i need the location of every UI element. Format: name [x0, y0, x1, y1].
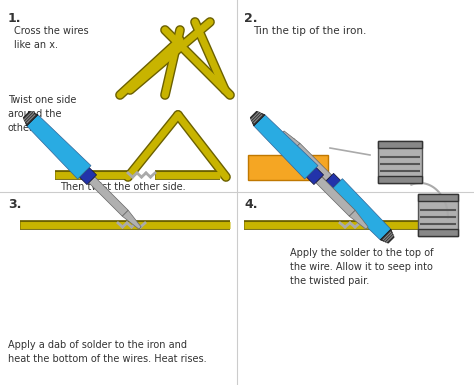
Text: Apply the solder to the top of
the wire. Allow it to seep into
the twisted pair.: Apply the solder to the top of the wire.… — [290, 248, 434, 286]
Polygon shape — [380, 229, 394, 243]
Polygon shape — [27, 115, 91, 179]
Polygon shape — [324, 173, 341, 190]
Polygon shape — [330, 179, 391, 240]
Bar — [418, 194, 458, 201]
Text: 2.: 2. — [244, 12, 257, 25]
Polygon shape — [294, 143, 332, 181]
Text: 1.: 1. — [8, 12, 21, 25]
Text: Twist one side
around the
other.: Twist one side around the other. — [8, 95, 76, 133]
Bar — [418, 229, 458, 236]
Text: Tin the tip of the iron.: Tin the tip of the iron. — [253, 26, 366, 36]
Text: 3.: 3. — [8, 198, 21, 211]
Polygon shape — [23, 111, 38, 126]
Text: Apply a dab of solder to the iron and
heat the bottom of the wires. Heat rises.: Apply a dab of solder to the iron and he… — [8, 340, 207, 364]
Polygon shape — [254, 115, 318, 179]
Text: Cross the wires
like an x.: Cross the wires like an x. — [14, 26, 89, 50]
Bar — [418, 194, 458, 236]
Bar — [378, 141, 422, 148]
Polygon shape — [89, 177, 128, 216]
Polygon shape — [282, 131, 300, 149]
Text: 4.: 4. — [244, 198, 257, 211]
Polygon shape — [250, 111, 265, 126]
Polygon shape — [122, 210, 141, 229]
Polygon shape — [349, 210, 368, 229]
Bar — [248, 155, 328, 180]
Polygon shape — [307, 167, 324, 184]
Bar — [378, 176, 422, 183]
Polygon shape — [80, 167, 97, 184]
Bar — [378, 141, 422, 183]
Polygon shape — [316, 177, 355, 216]
Text: Then twist the other side.: Then twist the other side. — [60, 182, 186, 192]
